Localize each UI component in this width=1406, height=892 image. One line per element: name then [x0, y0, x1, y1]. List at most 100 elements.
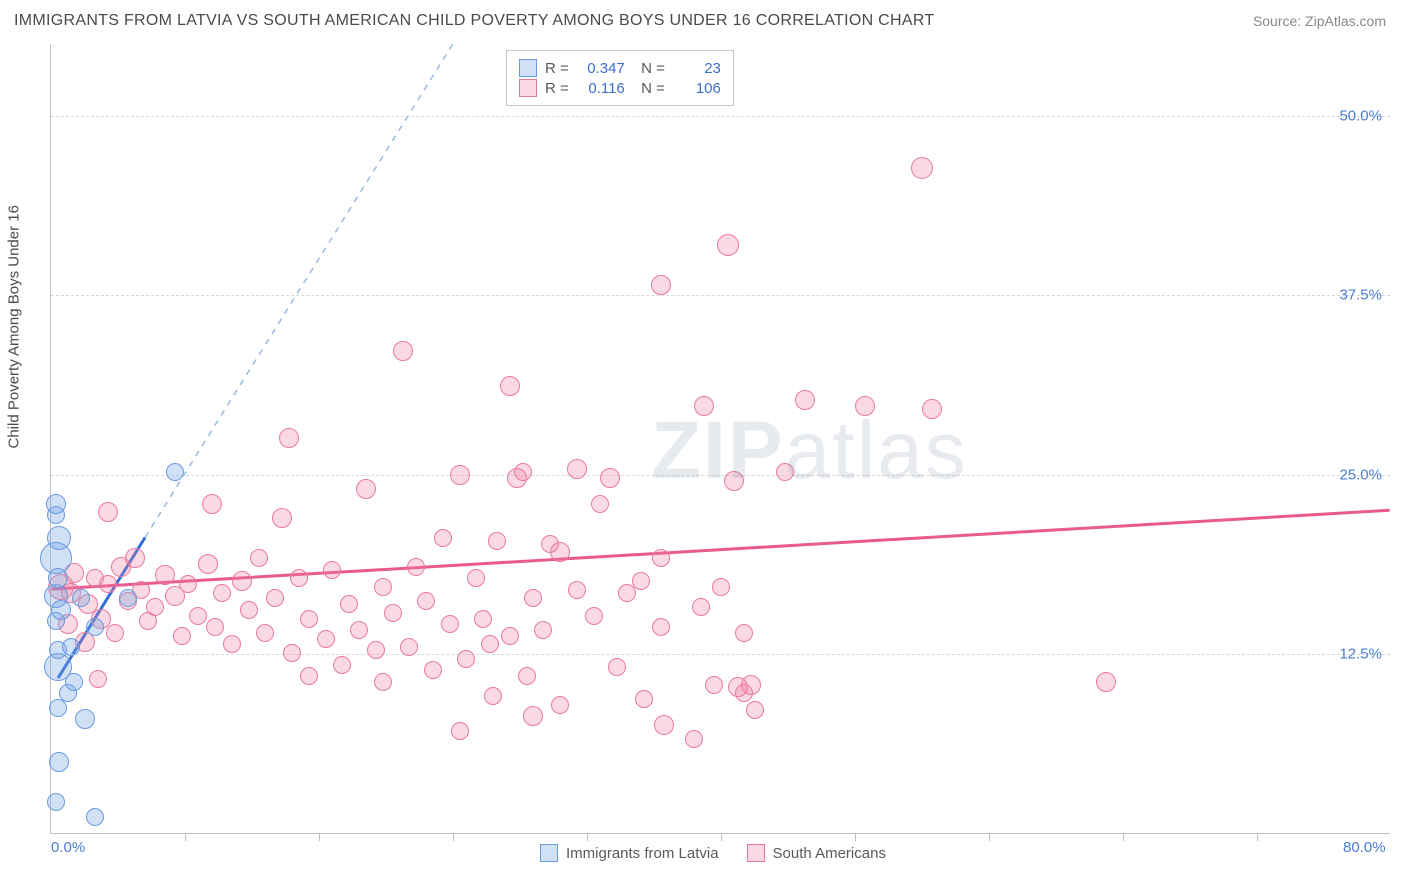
- y-tick-label: 12.5%: [1339, 646, 1382, 663]
- scatter-point: [173, 627, 191, 645]
- scatter-point: [146, 598, 164, 616]
- scatter-point: [652, 618, 670, 636]
- scatter-point: [424, 661, 442, 679]
- gridline: [51, 475, 1390, 476]
- scatter-point: [49, 752, 69, 772]
- scatter-point: [119, 589, 137, 607]
- scatter-point: [500, 376, 520, 396]
- scatter-point: [632, 572, 650, 590]
- scatter-point: [155, 565, 175, 585]
- scatter-point: [692, 598, 710, 616]
- scatter-point: [400, 638, 418, 656]
- x-minor-tick: [989, 833, 990, 841]
- scatter-plot: 12.5%25.0%37.5%50.0%0.0%80.0%: [51, 44, 1390, 833]
- legend-r-label: R =: [545, 80, 569, 97]
- scatter-point: [451, 722, 469, 740]
- scatter-point: [481, 635, 499, 653]
- scatter-point: [240, 601, 258, 619]
- scatter-point: [179, 575, 197, 593]
- scatter-point: [99, 575, 117, 593]
- scatter-point: [323, 561, 341, 579]
- scatter-point: [534, 621, 552, 639]
- x-minor-tick: [587, 833, 588, 841]
- scatter-point: [712, 578, 730, 596]
- scatter-point: [374, 673, 392, 691]
- scatter-point: [608, 658, 626, 676]
- scatter-point: [694, 396, 714, 416]
- scatter-point: [450, 465, 470, 485]
- scatter-point: [317, 630, 335, 648]
- scatter-point: [795, 390, 815, 410]
- scatter-point: [735, 624, 753, 642]
- scatter-point: [585, 607, 603, 625]
- scatter-point: [568, 581, 586, 599]
- x-tick-label: 0.0%: [51, 839, 85, 856]
- legend-series-name: South Americans: [773, 845, 886, 862]
- scatter-point: [855, 396, 875, 416]
- scatter-point: [741, 675, 761, 695]
- scatter-point: [213, 584, 231, 602]
- legend-item: South Americans: [747, 844, 886, 862]
- gridline: [51, 654, 1390, 655]
- y-tick-label: 25.0%: [1339, 466, 1382, 483]
- scatter-point: [551, 696, 569, 714]
- scatter-point: [685, 730, 703, 748]
- legend-item: Immigrants from Latvia: [540, 844, 719, 862]
- scatter-point: [407, 558, 425, 576]
- scatter-point: [1096, 672, 1116, 692]
- scatter-point: [746, 701, 764, 719]
- y-tick-label: 37.5%: [1339, 287, 1382, 304]
- scatter-point: [350, 621, 368, 639]
- x-minor-tick: [721, 833, 722, 841]
- legend-series-name: Immigrants from Latvia: [566, 845, 719, 862]
- scatter-point: [484, 687, 502, 705]
- scatter-point: [250, 549, 268, 567]
- scatter-point: [47, 793, 65, 811]
- scatter-point: [206, 618, 224, 636]
- x-tick-label: 80.0%: [1343, 839, 1386, 856]
- scatter-point: [202, 494, 222, 514]
- scatter-point: [717, 234, 739, 256]
- legend-n-value: 106: [673, 80, 721, 97]
- scatter-point: [272, 508, 292, 528]
- scatter-point: [340, 595, 358, 613]
- legend-r-value: 0.116: [577, 80, 625, 97]
- scatter-point: [591, 495, 609, 513]
- source-attribution: Source: ZipAtlas.com: [1253, 13, 1386, 29]
- legend-row: R = 0.347 N = 23: [519, 59, 721, 77]
- scatter-point: [384, 604, 402, 622]
- scatter-point: [724, 471, 744, 491]
- scatter-point: [434, 529, 452, 547]
- scatter-point: [125, 548, 145, 568]
- scatter-point: [705, 676, 723, 694]
- x-minor-tick: [453, 833, 454, 841]
- scatter-point: [283, 644, 301, 662]
- scatter-point: [86, 618, 104, 636]
- legend-swatch: [747, 844, 765, 862]
- scatter-point: [166, 463, 184, 481]
- scatter-point: [374, 578, 392, 596]
- scatter-point: [441, 615, 459, 633]
- scatter-point: [567, 459, 587, 479]
- scatter-point: [467, 569, 485, 587]
- series-legend: Immigrants from Latvia South Americans: [540, 844, 886, 862]
- scatter-point: [776, 463, 794, 481]
- x-minor-tick: [1257, 833, 1258, 841]
- scatter-point: [417, 592, 435, 610]
- legend-n-label: N =: [633, 80, 665, 97]
- scatter-point: [256, 624, 274, 642]
- scatter-point: [72, 589, 90, 607]
- legend-n-label: N =: [633, 60, 665, 77]
- legend-row: R = 0.116 N = 106: [519, 79, 721, 97]
- scatter-point: [89, 670, 107, 688]
- scatter-point: [232, 571, 252, 591]
- chart-plot-area: 12.5%25.0%37.5%50.0%0.0%80.0% ZIPatlas R…: [50, 44, 1390, 834]
- gridline: [51, 116, 1390, 117]
- legend-r-value: 0.347: [577, 60, 625, 77]
- scatter-point: [279, 428, 299, 448]
- legend-swatch: [540, 844, 558, 862]
- scatter-point: [356, 479, 376, 499]
- y-tick-label: 50.0%: [1339, 107, 1382, 124]
- x-minor-tick: [185, 833, 186, 841]
- scatter-point: [523, 706, 543, 726]
